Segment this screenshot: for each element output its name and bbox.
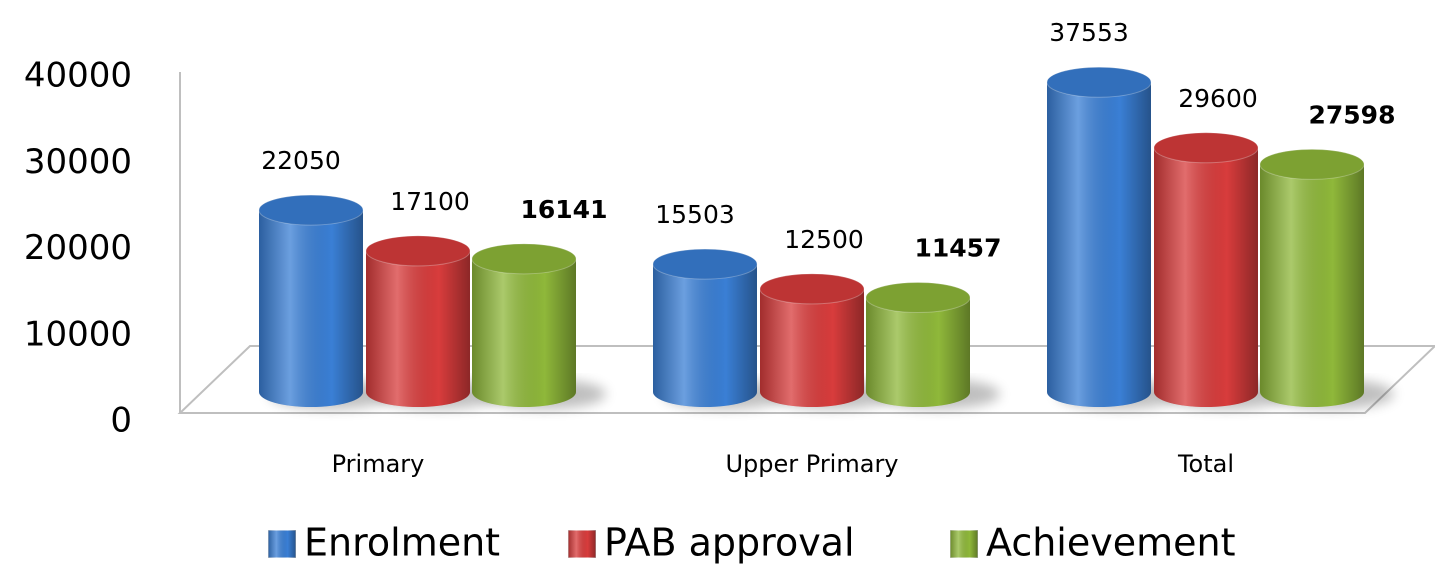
- bar-top: [1259, 148, 1365, 180]
- data-label: 11457: [915, 233, 1002, 262]
- bar-top-shine: [1154, 132, 1258, 163]
- bar-top: [471, 243, 577, 275]
- bar-top-shine: [472, 243, 576, 274]
- bar-top: [258, 194, 364, 226]
- y-tick-label: 30000: [24, 142, 132, 182]
- data-label: 22050: [261, 146, 341, 175]
- bar-top-shine: [259, 195, 363, 226]
- data-label: 27598: [1309, 100, 1396, 129]
- legend-swatch-shade: [268, 530, 296, 558]
- bar-top-shine: [866, 282, 970, 313]
- bar: [865, 281, 971, 407]
- y-tick-label: 10000: [24, 314, 132, 354]
- data-label: 15503: [655, 200, 735, 229]
- bar-shading: [472, 258, 576, 407]
- bar: [471, 243, 577, 407]
- data-label: 17100: [390, 187, 470, 216]
- bar-top-shine: [653, 249, 757, 280]
- legend-swatch-shade: [568, 530, 596, 558]
- bar: [1259, 148, 1365, 407]
- bar-top: [1153, 132, 1259, 164]
- bar-shading: [366, 250, 470, 407]
- legend-swatch-shade: [950, 530, 978, 558]
- data-label: 37553: [1049, 18, 1129, 47]
- bar-shading: [653, 264, 757, 407]
- x-tick-label: Total: [1177, 450, 1234, 478]
- bar-shading: [259, 210, 363, 407]
- bar-top-shine: [1260, 149, 1364, 180]
- legend-label: Enrolment: [304, 521, 500, 565]
- y-tick-label: 40000: [24, 56, 132, 96]
- data-label: 29600: [1178, 84, 1258, 113]
- data-label: 12500: [784, 225, 864, 254]
- bar-top-shine: [1047, 67, 1151, 98]
- bar-top: [759, 273, 865, 305]
- bar-top: [865, 281, 971, 313]
- y-tick-label: 20000: [24, 228, 132, 268]
- bar: [759, 273, 865, 407]
- bar-shading: [866, 297, 970, 407]
- bar: [1046, 66, 1152, 408]
- bar-top: [365, 235, 471, 267]
- x-tick-label: Upper Primary: [725, 450, 898, 478]
- bar-shading: [1047, 82, 1151, 408]
- legend-label: Achievement: [986, 521, 1236, 565]
- bar-shading: [760, 288, 864, 407]
- bar: [652, 248, 758, 407]
- bar: [258, 194, 364, 407]
- legend-label: PAB approval: [604, 521, 855, 565]
- bar: [1153, 132, 1259, 408]
- bar-shading: [1154, 147, 1258, 408]
- bar-top: [1046, 66, 1152, 98]
- bar-top-shine: [760, 273, 864, 304]
- bar-shading: [1260, 164, 1364, 407]
- bar-top: [652, 248, 758, 280]
- bar: [365, 235, 471, 407]
- data-label: 16141: [521, 195, 608, 224]
- bar-top-shine: [366, 235, 470, 266]
- x-tick-label: Primary: [332, 450, 425, 478]
- y-tick-label: 0: [110, 401, 132, 441]
